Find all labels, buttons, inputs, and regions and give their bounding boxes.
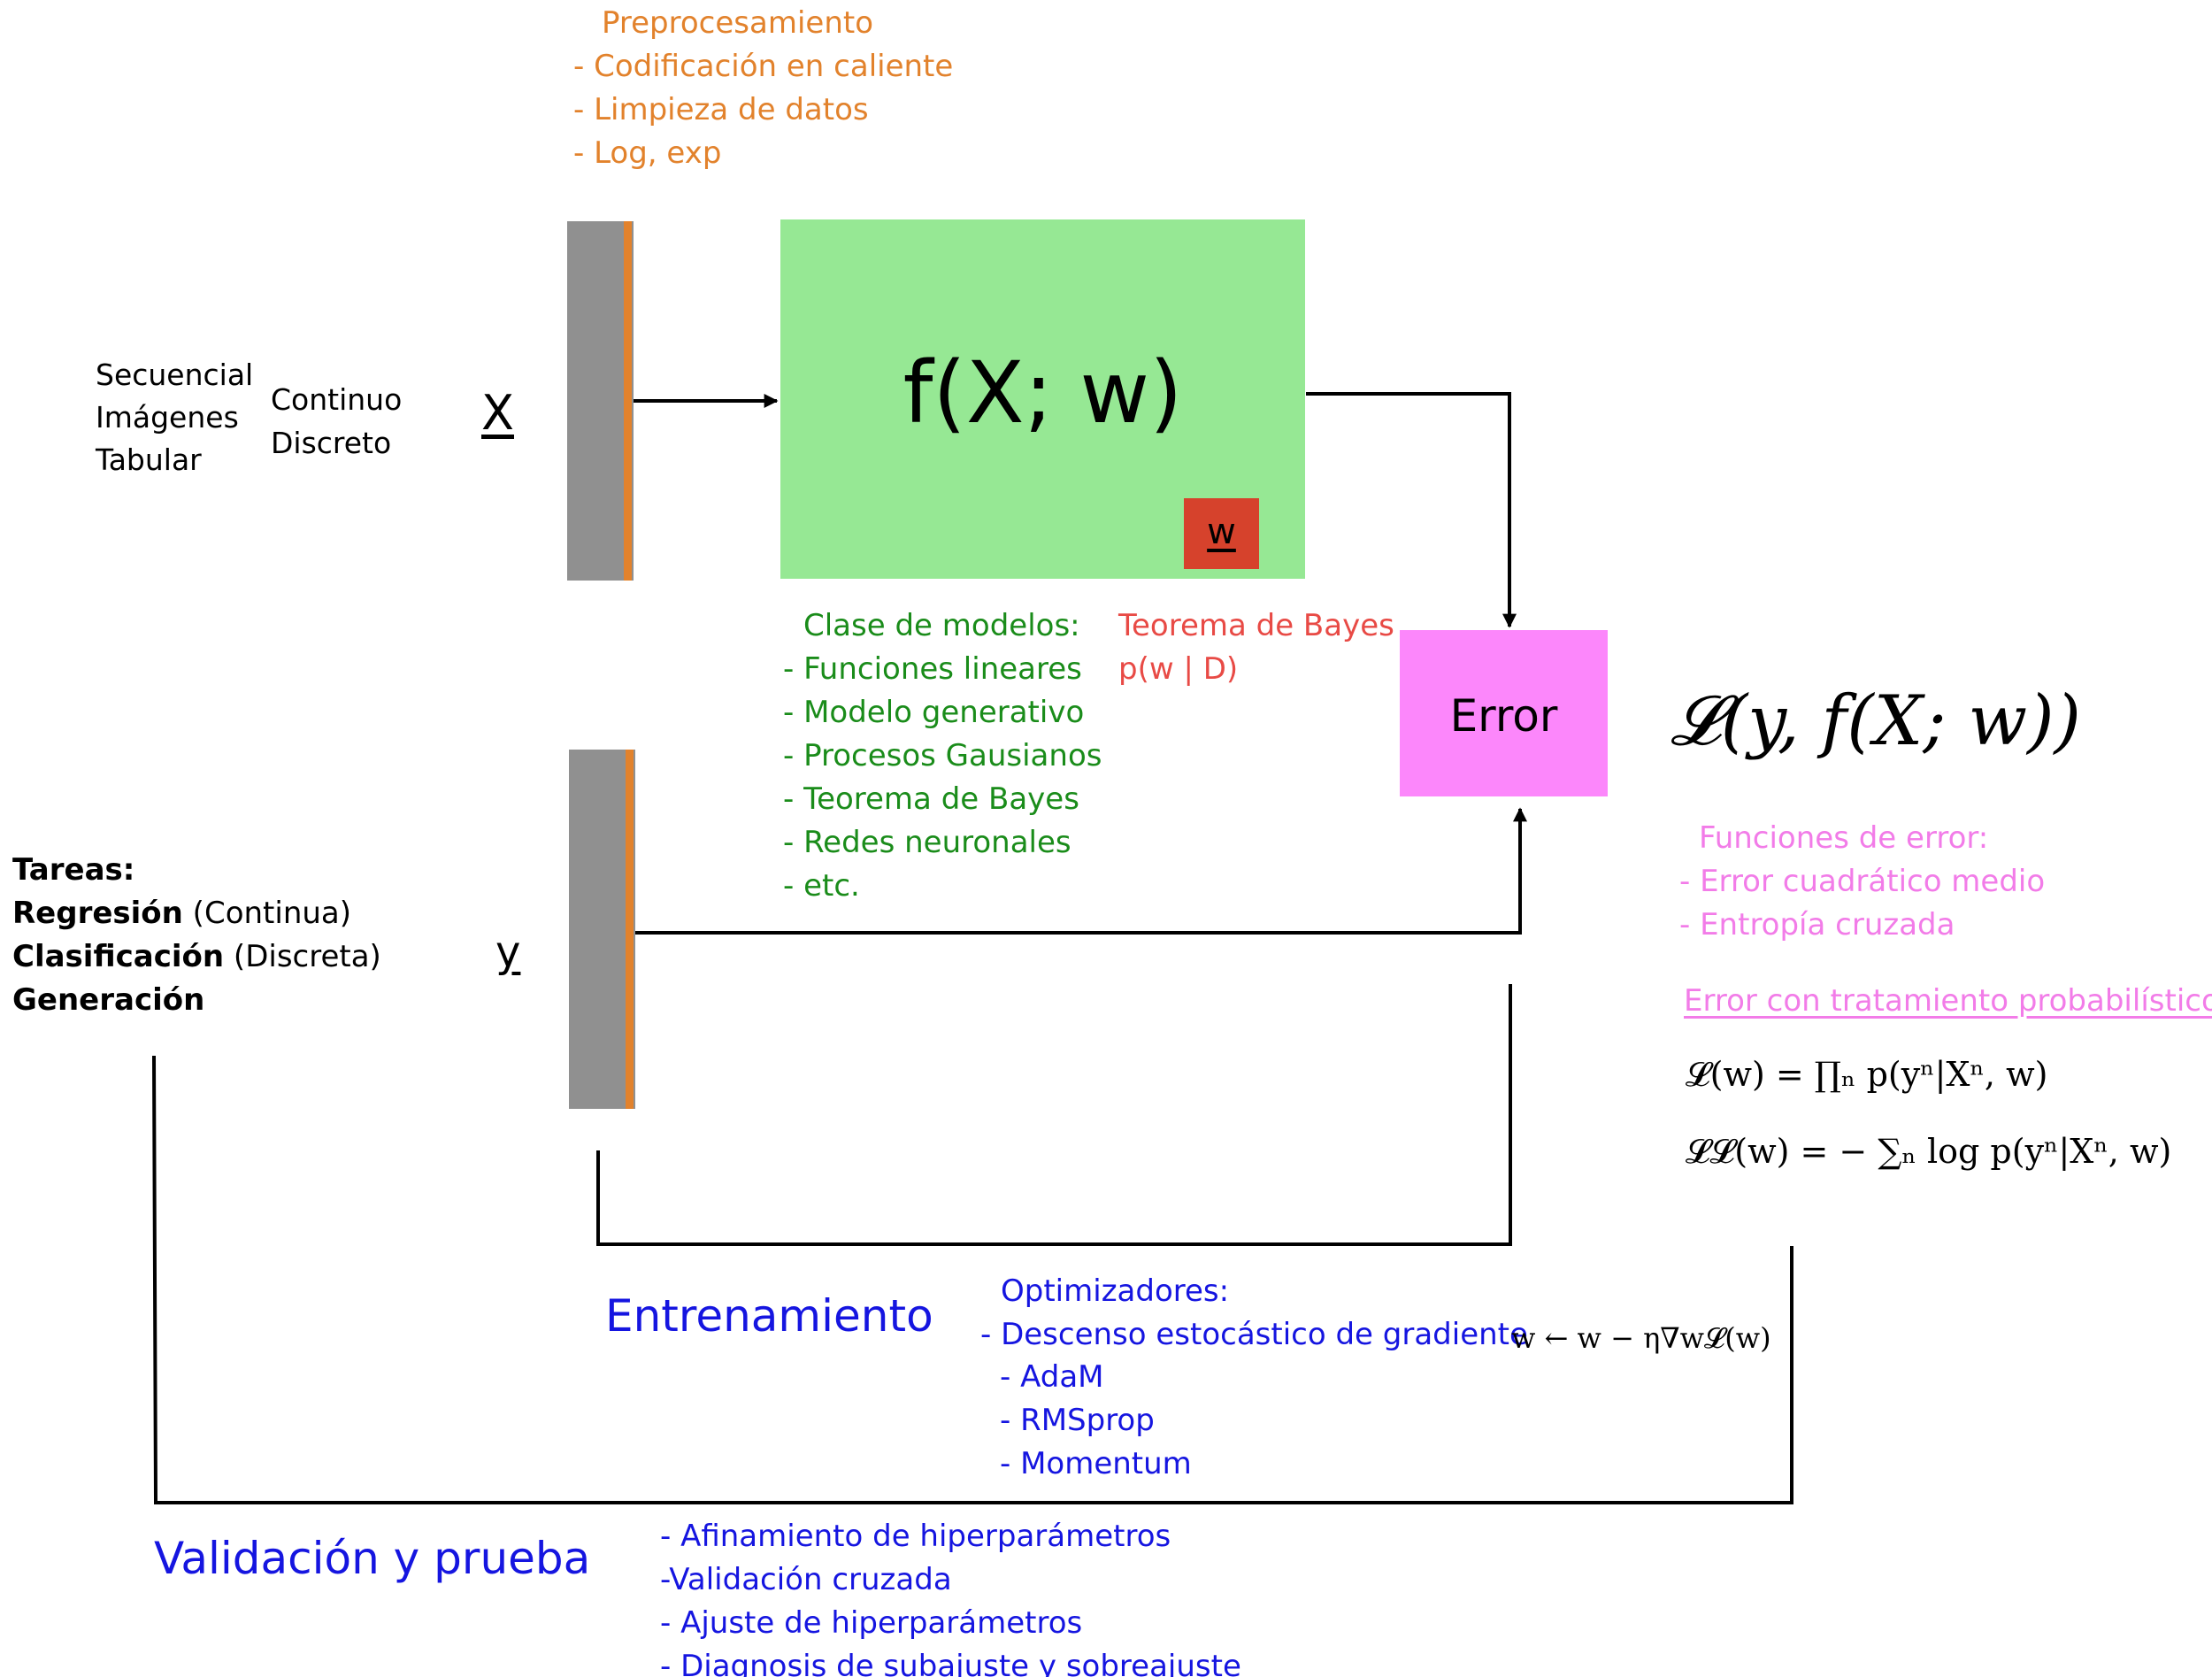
preprocessing-title: Preprocesamiento: [602, 5, 873, 41]
optimizer-item: - RMSprop: [1000, 1403, 1155, 1438]
preprocessing-item: - Limpieza de datos: [573, 92, 869, 127]
optimizer-item: - Momentum: [1000, 1446, 1192, 1481]
bayes-title: Teorema de Bayes: [1118, 608, 1394, 643]
model-classes-title: Clase de modelos:: [803, 608, 1080, 643]
validation-item: - Afinamiento de hiperparámetros: [660, 1519, 1171, 1554]
probabilistic-error-title: Error con tratamiento probabilístico:: [1684, 983, 2212, 1019]
model-class-item: - etc.: [783, 868, 860, 904]
task-item: Clasificación (Discreta): [12, 942, 381, 972]
arrow-target-to-error: [635, 807, 1527, 935]
task-detail: (Discreta): [224, 939, 381, 974]
tasks-title: Tareas:: [12, 852, 135, 888]
task-item: Generación: [12, 985, 204, 1015]
task-name: Generación: [12, 982, 205, 1018]
preprocessing-item: - Codificación en caliente: [573, 49, 954, 84]
weights-box: w: [1184, 498, 1259, 569]
data-type-item: Tabular: [96, 442, 202, 477]
task-name: Regresión: [12, 896, 183, 931]
loss-formula: 𝓛(y, f(X; w)): [1671, 681, 2081, 761]
error-function-item: - Entropía cruzada: [1679, 907, 1955, 942]
error-functions-title: Funciones de error:: [1699, 820, 1989, 856]
error-function-item: - Error cuadrático medio: [1679, 864, 2046, 899]
training-label: Entrenamiento: [605, 1290, 933, 1342]
target-data-bar: [569, 750, 635, 1109]
weights-label: w: [1207, 512, 1236, 552]
task-detail: (Continua): [182, 896, 352, 931]
input-data-bar: [567, 221, 634, 581]
log-likelihood-formula: 𝓛𝓛(w) = − ∑ₙ log p(yⁿ|Xⁿ, w): [1686, 1132, 2172, 1171]
input-data-bar-edge: [624, 221, 632, 581]
model-formula: f(X; w): [902, 343, 1183, 442]
data-type-item: Imágenes: [96, 400, 239, 435]
error-box-label: Error: [1449, 690, 1558, 742]
validation-bracket: [152, 1055, 1793, 1504]
training-bracket: [596, 984, 1512, 1246]
validation-item: - Diagnosis de subajuste y sobreajuste: [660, 1649, 1241, 1677]
value-type-item: Discreto: [271, 426, 392, 460]
preprocessing-item: - Log, exp: [573, 135, 722, 171]
arrow-model-to-error: [1306, 392, 1517, 628]
model-class-item: - Funciones lineares: [783, 651, 1082, 687]
target-variable-label: y: [495, 927, 521, 977]
update-rule-formula: w ← w − η∇w𝓛(w): [1511, 1321, 1771, 1355]
model-box: f(X; w) w: [780, 219, 1305, 579]
optimizer-item: - Descenso estocástico de gradiente: [980, 1317, 1528, 1352]
likelihood-formula: 𝓛(w) = ∏ₙ p(yⁿ|Xⁿ, w): [1686, 1055, 2048, 1094]
validation-item: - Ajuste de hiperparámetros: [660, 1605, 1083, 1641]
task-name: Clasificación: [12, 939, 225, 974]
model-class-item: - Redes neuronales: [783, 825, 1071, 860]
model-class-item: - Modelo generativo: [783, 695, 1085, 730]
input-variable-label: X: [481, 385, 514, 441]
optimizer-item: - AdaM: [1000, 1359, 1104, 1395]
data-type-item: Secuencial: [96, 358, 254, 392]
validation-label: Validación y prueba: [154, 1533, 591, 1584]
target-data-bar-edge: [626, 750, 634, 1109]
validation-item: -Validación cruzada: [660, 1562, 952, 1597]
error-box: Error: [1400, 630, 1608, 796]
model-class-item: - Procesos Gausianos: [783, 738, 1102, 773]
task-item: Regresión (Continua): [12, 898, 351, 928]
optimizers-title: Optimizadores:: [1001, 1273, 1230, 1309]
bayes-formula: p(w | D): [1118, 651, 1239, 687]
value-type-item: Continuo: [271, 382, 403, 417]
model-class-item: - Teorema de Bayes: [783, 781, 1079, 817]
